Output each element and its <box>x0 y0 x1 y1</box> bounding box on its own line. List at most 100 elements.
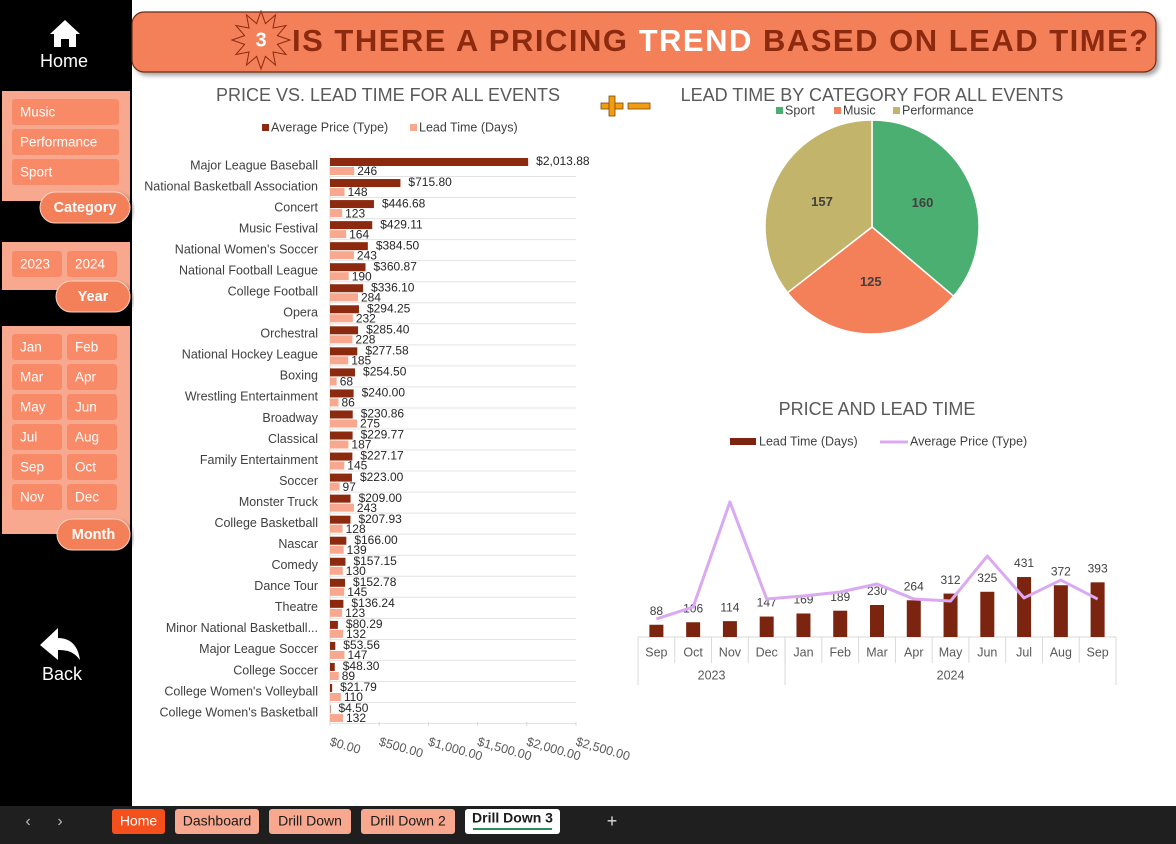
data-label: 393 <box>1088 561 1108 575</box>
slicer-item[interactable]: Music <box>20 105 56 120</box>
slicer-button[interactable] <box>12 454 62 480</box>
title-part: IS THERE A PRICING <box>292 23 639 58</box>
x-tick-label: Nov <box>719 645 742 659</box>
data-label: 325 <box>977 571 997 585</box>
data-label: 164 <box>349 227 369 241</box>
slicer-item[interactable]: Apr <box>75 370 97 385</box>
bar <box>330 293 358 302</box>
slicer-label[interactable]: Month <box>72 527 115 543</box>
data-label: $360.87 <box>374 259 418 273</box>
slicer-item[interactable]: Jul <box>20 430 37 445</box>
slicer-button[interactable] <box>12 424 62 450</box>
group-label: 2024 <box>937 668 965 682</box>
data-label: 246 <box>357 164 377 178</box>
bar <box>330 251 354 260</box>
slicer-button[interactable] <box>67 364 117 390</box>
expand-icon[interactable] <box>600 95 651 117</box>
bar <box>330 671 339 680</box>
next-sheet[interactable]: › <box>57 813 62 830</box>
bar <box>330 167 355 175</box>
category-label: Comedy <box>271 558 318 572</box>
slicer-item[interactable]: Sep <box>20 460 44 475</box>
back-label[interactable]: Back <box>42 664 83 684</box>
slicer-item[interactable]: Jun <box>75 400 97 415</box>
x-tick-label: Sep <box>1086 645 1108 659</box>
sheet-tab[interactable] <box>269 809 351 834</box>
sheet-tab[interactable] <box>465 809 560 834</box>
slicer-item[interactable]: 2023 <box>20 257 50 272</box>
slicer-item[interactable]: Aug <box>75 430 99 445</box>
slicer-item[interactable]: Mar <box>20 370 44 385</box>
data-label: 130 <box>346 564 366 578</box>
slicer-item[interactable]: Dec <box>75 490 99 505</box>
bar <box>906 600 921 637</box>
slicer-button[interactable] <box>67 394 117 420</box>
tab-label[interactable]: Drill Down 2 <box>370 813 446 829</box>
slicer-button[interactable] <box>12 159 119 185</box>
slicer-button[interactable] <box>12 394 62 420</box>
bar <box>330 566 343 575</box>
slicer-item[interactable]: Performance <box>20 135 97 150</box>
bar <box>330 714 343 723</box>
back-icon[interactable] <box>40 628 80 660</box>
slicer-button[interactable] <box>12 334 62 360</box>
data-label: 128 <box>346 522 366 536</box>
add-sheet[interactable]: + <box>607 811 618 831</box>
bar <box>330 335 353 344</box>
slicer-item[interactable]: May <box>20 400 46 415</box>
slicer-button[interactable] <box>12 484 62 510</box>
slicer-button[interactable] <box>12 364 62 390</box>
sheet-tab[interactable] <box>361 809 455 834</box>
slicer-button[interactable] <box>67 454 117 480</box>
bar <box>722 621 737 637</box>
badge-circle <box>249 28 273 52</box>
slicer-item[interactable]: 2024 <box>75 257 106 272</box>
slicer-item[interactable]: Sport <box>20 165 53 180</box>
category-label: Major League Soccer <box>199 642 318 656</box>
tab-label[interactable]: Drill Down 3 <box>472 810 553 826</box>
bar <box>759 616 774 637</box>
slicer-item[interactable]: Feb <box>75 340 98 355</box>
tab-label[interactable]: Home <box>120 813 158 829</box>
x-tick-label: Feb <box>829 645 851 659</box>
tab-label[interactable]: Drill Down <box>278 813 342 829</box>
sheet-tab[interactable] <box>112 809 165 834</box>
bar <box>330 356 349 365</box>
slicer-button[interactable] <box>67 484 117 510</box>
slicer-button[interactable] <box>67 424 117 450</box>
slicer-button[interactable] <box>67 251 117 277</box>
data-label: $230.86 <box>361 407 405 421</box>
slicer-button[interactable] <box>67 334 117 360</box>
data-label: 125 <box>860 274 882 289</box>
slicer-button[interactable] <box>12 99 119 125</box>
sheet-tab[interactable] <box>175 809 259 834</box>
slicer-title[interactable] <box>56 518 131 551</box>
bar <box>330 209 343 218</box>
tab-label[interactable]: Dashboard <box>183 813 252 829</box>
bar <box>330 693 341 701</box>
bar <box>330 629 343 638</box>
slicer-label[interactable]: Year <box>78 289 109 305</box>
slicer-item[interactable]: Oct <box>75 460 96 475</box>
data-label: $446.68 <box>382 196 426 210</box>
home-icon[interactable] <box>50 20 80 47</box>
category-label: Theatre <box>275 600 318 614</box>
bar <box>330 200 374 209</box>
data-label: $229.77 <box>361 428 405 442</box>
data-label: 97 <box>343 480 357 494</box>
bar <box>330 473 352 482</box>
prev-sheet[interactable]: ‹ <box>25 813 30 830</box>
slicer-item[interactable]: Nov <box>20 490 44 505</box>
slicer-button[interactable] <box>12 251 62 277</box>
bar <box>330 230 347 239</box>
slicer-item[interactable]: Jan <box>20 340 42 355</box>
slicer-button[interactable] <box>12 129 119 155</box>
slicer-title[interactable] <box>39 191 131 224</box>
slicer-title[interactable] <box>55 280 131 313</box>
slicer-label[interactable]: Category <box>54 200 117 216</box>
home-label[interactable]: Home <box>40 51 88 71</box>
data-label: $152.78 <box>353 575 397 589</box>
legend-label: Sport <box>785 103 815 117</box>
category-label: Opera <box>283 306 318 320</box>
